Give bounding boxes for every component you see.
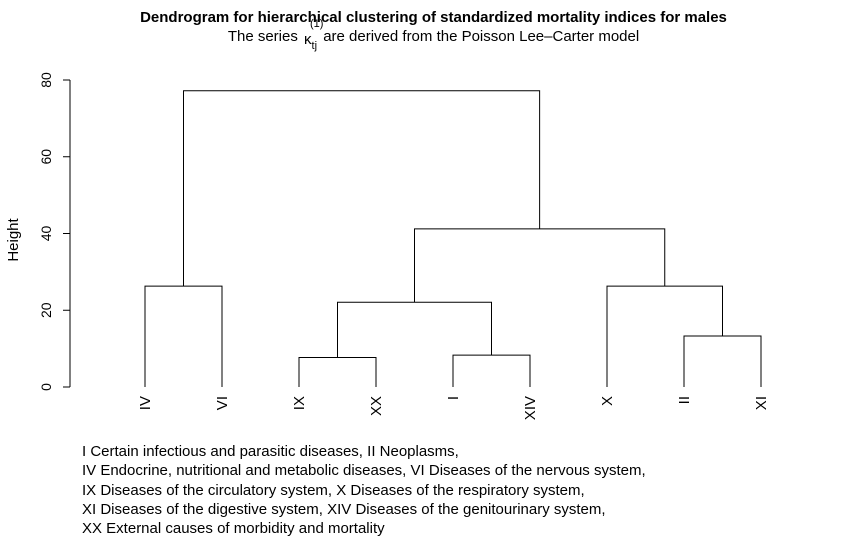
- dendrogram-link: [144, 285, 223, 387]
- dendrogram-link: [337, 301, 492, 358]
- leaf-label: X: [599, 396, 616, 406]
- kappa-subscript: tj: [311, 40, 318, 52]
- y-axis: 0 20 40 60 80: [38, 72, 71, 391]
- dendrogram-link: [683, 335, 762, 387]
- leaf-label: II: [676, 396, 693, 404]
- leaf-legend: I Certain infectious and parasitic disea…: [82, 442, 646, 538]
- leaf-label: IX: [291, 396, 308, 410]
- dendrogram-link: [452, 354, 531, 387]
- legend-line: IX Diseases of the circulatory system, X…: [82, 481, 585, 499]
- legend-line: I Certain infectious and parasitic disea…: [82, 443, 459, 460]
- kappa-symbol: κtj (1): [304, 18, 323, 52]
- subtitle-suffix: are derived from the Poisson Lee–Carter …: [323, 28, 640, 45]
- leaf-label: VI: [214, 396, 231, 410]
- leaf-label: XIV: [522, 396, 539, 420]
- dendrogram-link: [606, 285, 723, 387]
- dendrogram-plot: 0 20 40 60 80 IV VI IX XX I XIV X II XI Height: [5, 72, 770, 420]
- y-tick-label: 60: [38, 149, 54, 165]
- legend-line: XI Diseases of the digestive system, XIV…: [82, 500, 606, 518]
- dendrogram-link: [183, 90, 541, 287]
- leaf-label: I: [445, 396, 462, 400]
- y-tick-label: 0: [38, 383, 54, 391]
- leaf-labels: IV VI IX XX I XIV X II XI: [137, 396, 770, 420]
- y-tick-label: 40: [38, 226, 54, 242]
- leaf-label: XI: [753, 396, 770, 410]
- dendrogram-link: [414, 228, 666, 303]
- y-axis-label: Height: [5, 217, 22, 261]
- chart-title: Dendrogram for hierarchical clustering o…: [140, 9, 727, 26]
- leaf-label: XX: [368, 396, 385, 416]
- leaf-label: IV: [137, 396, 154, 410]
- legend-line: IV Endocrine, nutritional and metabolic …: [82, 462, 646, 480]
- kappa-superscript: (1): [310, 18, 324, 30]
- chart-subtitle: The series κtj (1) are derived from the P…: [0, 18, 867, 52]
- y-tick-label: 80: [38, 72, 54, 88]
- dendrogram-link: [298, 356, 377, 387]
- kappa-base: κ: [304, 31, 312, 48]
- legend-line: XX External causes of morbidity and mort…: [82, 520, 385, 538]
- dendrogram-links: [144, 90, 762, 387]
- subtitle-prefix: The series: [227, 28, 298, 45]
- y-tick-label: 20: [38, 302, 54, 318]
